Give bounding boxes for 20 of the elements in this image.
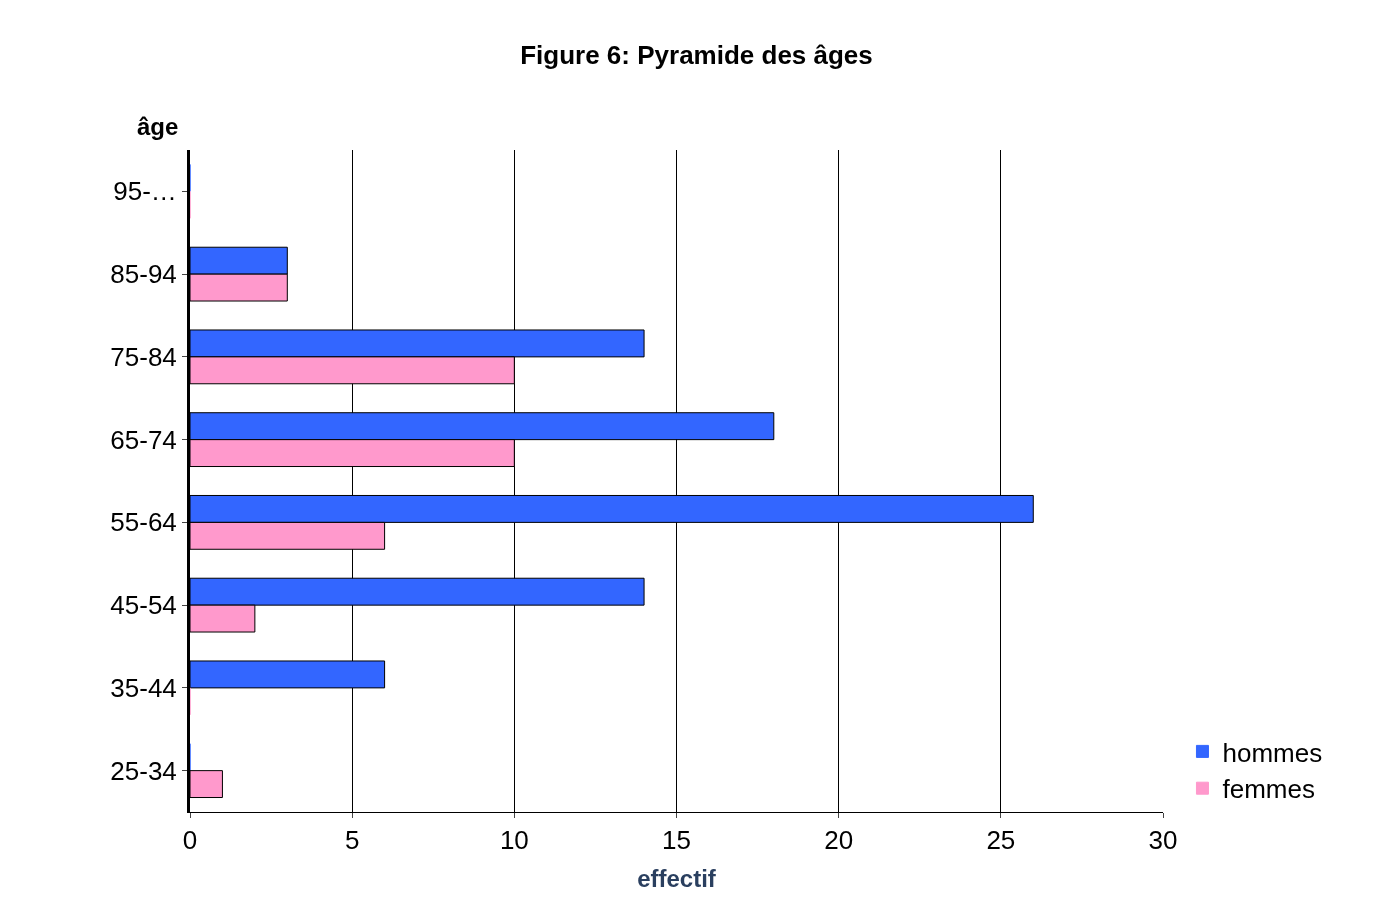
x-tick-label: 30	[1148, 825, 1178, 856]
y-tick-label: 25-34	[110, 755, 177, 786]
y-tick-label: 75-84	[110, 341, 177, 372]
x-tick-label: 0	[182, 825, 198, 856]
y-tick-label: 55-64	[110, 507, 177, 538]
y-tick-label: 85-94	[110, 259, 177, 290]
x-tick-label: 5	[344, 825, 360, 856]
legend-label: femmes	[1222, 774, 1315, 805]
x-axis-title: effectif	[637, 864, 717, 892]
legend-label: hommes	[1222, 737, 1323, 768]
x-tick-label: 15	[662, 825, 691, 856]
x-tick-label: 10	[499, 825, 529, 856]
y-tick-label: 95-…	[113, 176, 177, 207]
y-axis-title: âge	[137, 113, 179, 140]
x-tick-label: 25	[986, 825, 1016, 856]
y-tick-label: 45-54	[110, 590, 177, 621]
x-tick-label: 20	[824, 825, 854, 856]
y-tick-label: 65-74	[110, 424, 177, 455]
chart-title: Figure 6: Pyramide des âges	[520, 40, 873, 71]
y-tick-label: 35-44	[110, 672, 177, 703]
